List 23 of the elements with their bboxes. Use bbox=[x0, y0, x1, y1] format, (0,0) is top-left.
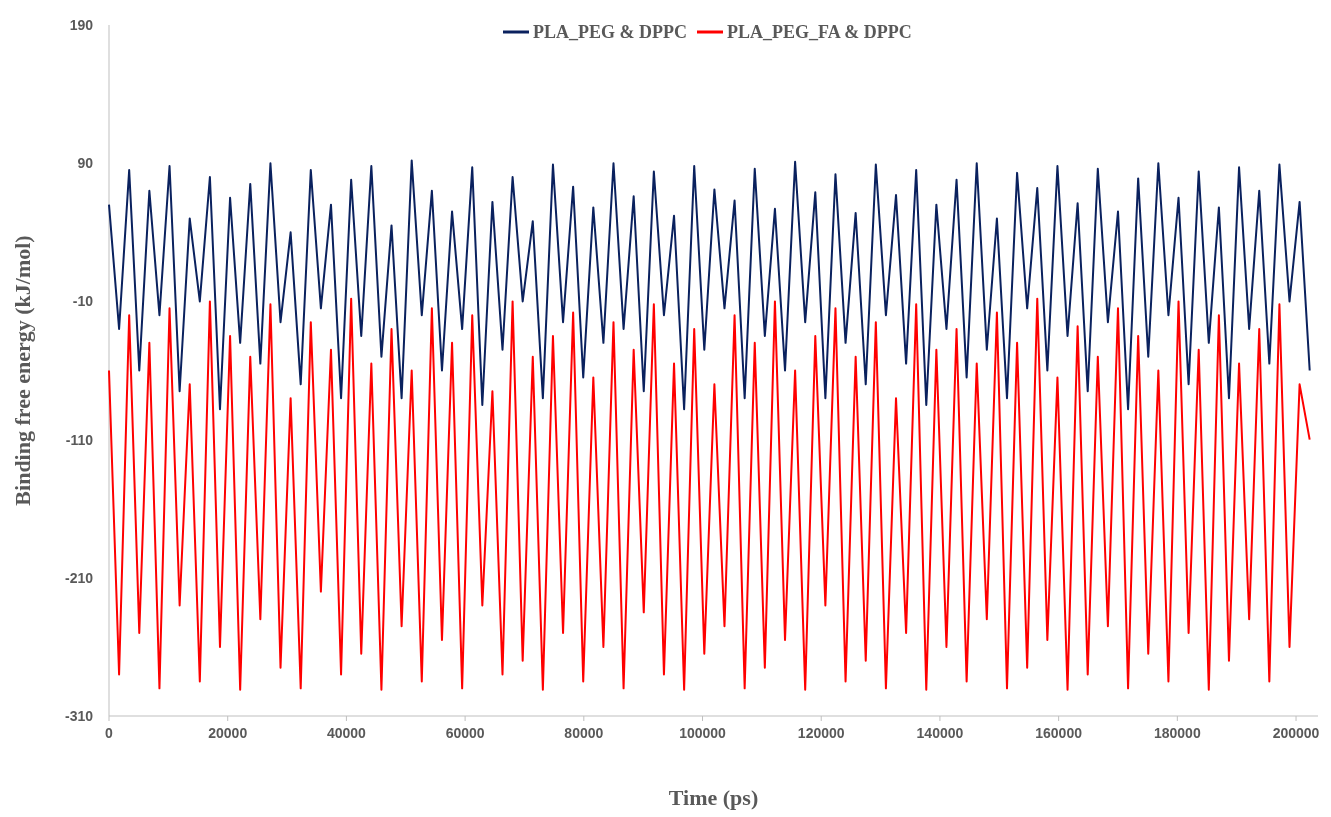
x-tick-label: 40000 bbox=[326, 725, 367, 741]
y-tick-label: 190 bbox=[69, 16, 94, 33]
legend-label: PLA_PEG & DPPC bbox=[533, 22, 687, 43]
x-axis-title: Time (ps) bbox=[668, 785, 759, 810]
x-tick-label: 200000 bbox=[1272, 725, 1320, 741]
x-tick-label: 80000 bbox=[564, 725, 604, 741]
x-tick-label: 180000 bbox=[1153, 725, 1201, 741]
legend-label: PLA_PEG_FA & DPPC bbox=[727, 22, 912, 43]
y-tick-label: -10 bbox=[72, 293, 94, 310]
y-axis-title: Binding free energy (kJ/mol) bbox=[10, 235, 35, 506]
line-series bbox=[108, 297, 1311, 691]
y-tick-label: 90 bbox=[77, 155, 94, 172]
line-series bbox=[108, 159, 1311, 411]
y-tick-label: -110 bbox=[65, 431, 94, 448]
x-tick-label: 140000 bbox=[916, 725, 964, 741]
x-tick-label: 0 bbox=[105, 725, 114, 741]
x-tick-label: 20000 bbox=[208, 725, 248, 741]
x-tick-label: 100000 bbox=[679, 725, 727, 741]
x-tick-label: 120000 bbox=[797, 725, 845, 741]
x-tick-label: 160000 bbox=[1035, 725, 1083, 741]
y-tick-label: -210 bbox=[64, 569, 94, 586]
x-tick-label: 60000 bbox=[445, 725, 485, 741]
y-tick-label: -310 bbox=[64, 707, 94, 724]
